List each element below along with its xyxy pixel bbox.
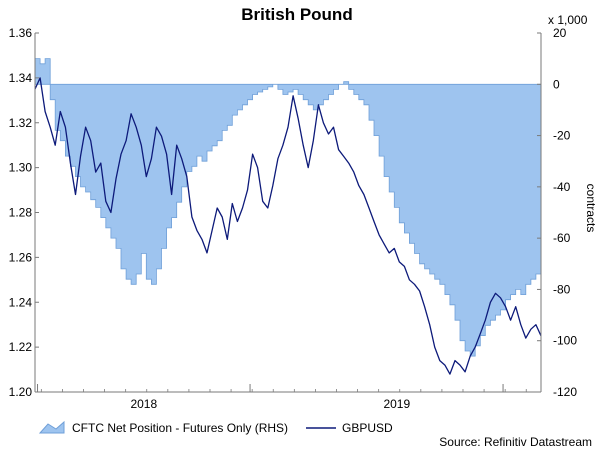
right-tick-label: -60 <box>553 231 571 245</box>
right-tick-label: -120 <box>553 385 577 399</box>
legend-area-swatch <box>38 420 65 434</box>
legend: CFTC Net Position - Futures Only (RHS) G… <box>38 420 393 435</box>
left-tick-label: 1.30 <box>9 161 33 175</box>
left-tick-label: 1.28 <box>9 206 33 220</box>
left-tick-label: 1.26 <box>9 250 33 264</box>
left-axis-ticks: 1.36 1.34 1.32 1.30 1.28 1.26 1.24 1.22 1.20 <box>9 26 39 399</box>
right-axis-label: contracts <box>584 184 598 233</box>
x-tick-label: 2019 <box>383 397 410 411</box>
left-tick-label: 1.34 <box>9 71 33 85</box>
gbpusd-line-series <box>34 77 542 375</box>
left-tick-label: 1.32 <box>9 116 33 130</box>
right-tick-label: -80 <box>553 282 571 296</box>
right-tick-label: 0 <box>553 77 560 91</box>
left-tick-label: 1.24 <box>9 295 33 309</box>
left-tick-label: 1.36 <box>9 26 33 40</box>
x-axis-ticks: 2018 2019 <box>37 384 527 411</box>
right-tick-label: -20 <box>553 129 571 143</box>
gbpusd-line <box>34 77 542 375</box>
source-note: Source: Refinitiv Datastream <box>439 435 592 449</box>
right-tick-label: 20 <box>553 26 567 40</box>
cftc-area-series <box>34 58 542 357</box>
right-axis-ticks: 20 0 -20 -40 -60 -80 -100 -120 <box>537 26 577 399</box>
legend-area-label: CFTC Net Position - Futures Only (RHS) <box>72 421 288 435</box>
right-tick-label: -40 <box>553 180 571 194</box>
left-tick-label: 1.20 <box>9 385 33 399</box>
left-tick-label: 1.22 <box>9 340 33 354</box>
right-axis-unit: x 1,000 <box>548 13 588 27</box>
chart-title: British Pound <box>241 5 352 24</box>
x-tick-label: 2018 <box>130 397 157 411</box>
right-tick-label: -100 <box>553 334 577 348</box>
legend-line-label: GBPUSD <box>342 421 393 435</box>
cftc-net-position-area <box>34 58 542 357</box>
